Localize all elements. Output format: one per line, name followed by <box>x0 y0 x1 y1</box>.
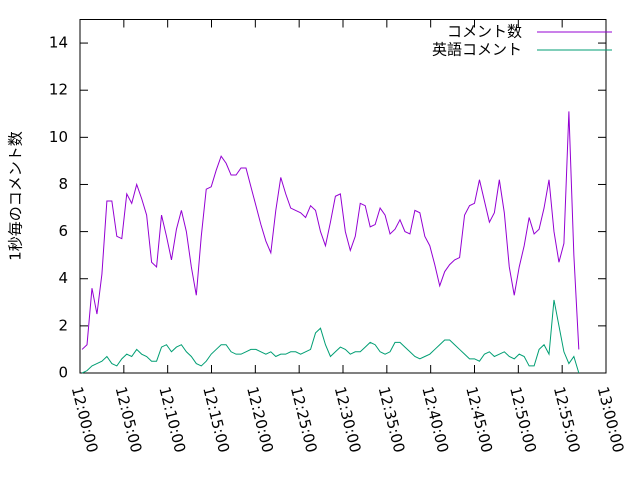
x-tick-label: 12:45:00 <box>462 385 496 455</box>
y-tick-label: 6 <box>58 222 68 240</box>
plot-frame <box>79 19 607 374</box>
series-line <box>81 299 580 374</box>
legend-label: 英語コメント <box>432 41 522 59</box>
x-tick-label: 12:40:00 <box>418 385 452 455</box>
x-tick-label: 12:00:00 <box>68 385 102 455</box>
x-tick-label: 12:10:00 <box>155 385 189 455</box>
y-axis-label: 1秒毎のコメント数 <box>7 131 25 261</box>
x-tick-label: 12:05:00 <box>112 385 146 455</box>
series-line <box>81 111 580 350</box>
y-tick-label: 4 <box>58 269 68 287</box>
y-tick-label: 12 <box>49 81 68 99</box>
x-tick-label: 12:20:00 <box>243 385 277 455</box>
x-tick-label: 12:35:00 <box>375 385 409 455</box>
legend-label: コメント数 <box>447 23 522 41</box>
y-tick-label: 14 <box>49 34 68 52</box>
y-tick-label: 8 <box>58 175 68 193</box>
x-tick-label: 12:50:00 <box>506 385 540 455</box>
y-tick-label: 0 <box>58 364 68 382</box>
x-tick-label: 12:55:00 <box>550 385 584 455</box>
x-tick-label: 12:15:00 <box>199 385 233 455</box>
x-tick-label: 13:00:00 <box>594 385 628 455</box>
y-tick-label: 10 <box>49 128 68 146</box>
x-tick-label: 12:30:00 <box>331 385 365 455</box>
x-tick-label: 12:25:00 <box>287 385 321 455</box>
y-tick-label: 2 <box>58 316 68 334</box>
